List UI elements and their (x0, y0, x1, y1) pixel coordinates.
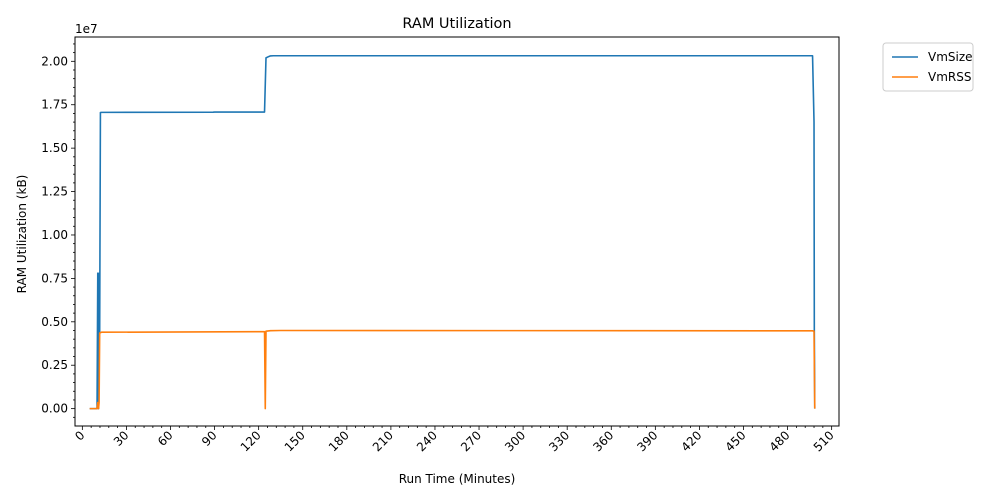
y-offset-label: 1e7 (75, 22, 98, 36)
y-tick-label: 1.00 (41, 228, 68, 242)
y-axis-label: RAM Utilization (kB) (15, 175, 29, 294)
y-tick-label: 1.75 (41, 98, 68, 112)
legend-label-vmsize: VmSize (928, 50, 973, 64)
x-axis-label: Run Time (Minutes) (399, 472, 516, 486)
y-tick-label: 0.50 (41, 315, 68, 329)
y-tick-label: 0.00 (41, 402, 68, 416)
legend: VmSize VmRSS (882, 42, 974, 92)
y-tick-label: 2.00 (41, 54, 68, 68)
legend-label-vmrss: VmRSS (928, 70, 971, 84)
y-tick-label: 0.25 (41, 358, 68, 372)
y-tick-label: 1.50 (41, 141, 68, 155)
series-layer (89, 54, 816, 410)
legend-frame (882, 42, 974, 92)
plot-frame (74, 36, 840, 427)
series-line-vmrss (89, 329, 816, 410)
chart-title: RAM Utilization (402, 16, 511, 32)
y-axis: 0.00 0.25 0.50 0.75 1.00 1.25 1.50 1.75 2.00 (41, 43, 75, 418)
y-tick-label: 0.75 (41, 271, 68, 285)
y-tick-label: 1.25 (41, 185, 68, 199)
